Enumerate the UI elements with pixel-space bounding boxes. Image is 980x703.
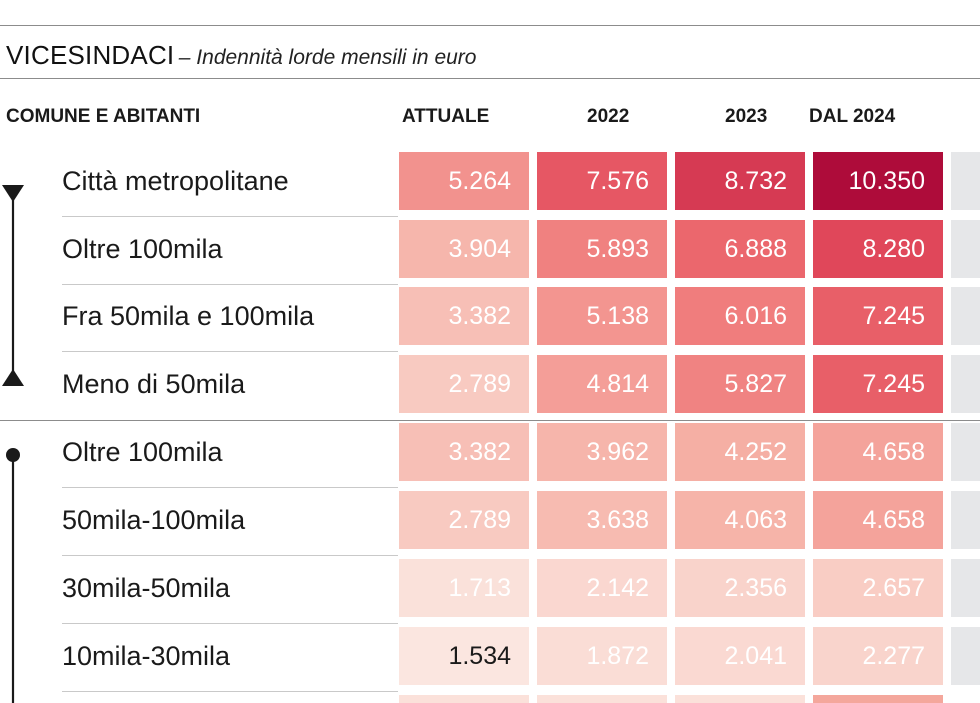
value-cell: 2.356 (675, 559, 805, 617)
value-cell: 7.245 (813, 355, 943, 413)
value-cell: 5.893 (537, 220, 667, 278)
group-divider (0, 420, 980, 421)
row-label: Oltre 100mila (62, 234, 223, 264)
value-cell: 5.264 (399, 152, 529, 210)
cropped-column-cell (951, 287, 980, 345)
cropped-column-cell (951, 559, 980, 617)
value-cell: 8.732 (675, 152, 805, 210)
value-cell: 3.382 (399, 423, 529, 481)
column-header-comune: COMUNE E ABITANTI (6, 106, 201, 127)
cropped-column-cell (951, 491, 980, 549)
cropped-column-cell (951, 355, 980, 413)
cropped-column-cell (951, 220, 980, 278)
value-cell: 5.138 (537, 287, 667, 345)
value-cell: 1.534 (399, 627, 529, 685)
row-label: Meno di 50mila (62, 369, 246, 399)
value-cell: 8.280 (813, 220, 943, 278)
column-header-2022: 2022 (587, 106, 630, 127)
cropped-column-cell (951, 627, 980, 685)
value-cell: 1.872 (537, 627, 667, 685)
row-label: 10mila-30mila (62, 641, 231, 671)
column-header-dal-2024: DAL 2024 (809, 106, 896, 127)
row-separator (62, 487, 398, 488)
cropped-row-cell (537, 695, 667, 703)
column-header-attuale: ATTUALE (402, 106, 490, 127)
arrow-down-icon (2, 185, 24, 202)
value-cell: 3.962 (537, 423, 667, 481)
value-cell: 7.576 (537, 152, 667, 210)
value-cell: 4.658 (813, 491, 943, 549)
value-cell: 4.814 (537, 355, 667, 413)
value-cell: 3.638 (537, 491, 667, 549)
value-cell: 10.350 (813, 152, 943, 210)
row-label: 50mila-100mila (62, 505, 246, 535)
cropped-column-cell (951, 423, 980, 481)
row-label: 30mila-50mila (62, 573, 231, 603)
value-cell: 4.658 (813, 423, 943, 481)
value-cell: 4.252 (675, 423, 805, 481)
value-cell: 3.904 (399, 220, 529, 278)
value-cell: 7.245 (813, 287, 943, 345)
row-separator (62, 623, 398, 624)
title-row: VICESINDACI – Indennità lorde mensili in… (6, 40, 476, 71)
row-label: Città metropolitane (62, 166, 289, 196)
top-rule (0, 25, 980, 26)
row-separator (62, 555, 398, 556)
row-label: Fra 50mila e 100mila (62, 301, 315, 331)
cropped-column-cell (951, 152, 980, 210)
group-bracket-capoluoghi (2, 185, 24, 386)
value-cell: 2.789 (399, 491, 529, 549)
value-cell: 2.657 (813, 559, 943, 617)
column-header-2023: 2023 (725, 106, 768, 127)
cropped-row-cell (399, 695, 529, 703)
value-cell: 1.713 (399, 559, 529, 617)
chart-title: VICESINDACI (6, 40, 175, 70)
cropped-row-cell (813, 695, 943, 703)
row-separator (62, 216, 398, 217)
value-cell: 2.041 (675, 627, 805, 685)
row-separator (62, 691, 398, 692)
value-cell: 2.277 (813, 627, 943, 685)
value-cell: 4.063 (675, 491, 805, 549)
cropped-row-cell (675, 695, 805, 703)
chart-subtitle: – Indennità lorde mensili in euro (178, 46, 477, 69)
value-cell: 5.827 (675, 355, 805, 413)
row-label: Oltre 100mila (62, 437, 223, 467)
group-bracket-comuni (6, 448, 20, 703)
value-cell: 6.888 (675, 220, 805, 278)
title-rule (0, 78, 980, 79)
value-cell: 2.789 (399, 355, 529, 413)
value-cell: 6.016 (675, 287, 805, 345)
row-separator (62, 351, 398, 352)
value-cell: 2.142 (537, 559, 667, 617)
arrow-up-icon (2, 369, 24, 386)
value-cell: 3.382 (399, 287, 529, 345)
row-separator (62, 284, 398, 285)
